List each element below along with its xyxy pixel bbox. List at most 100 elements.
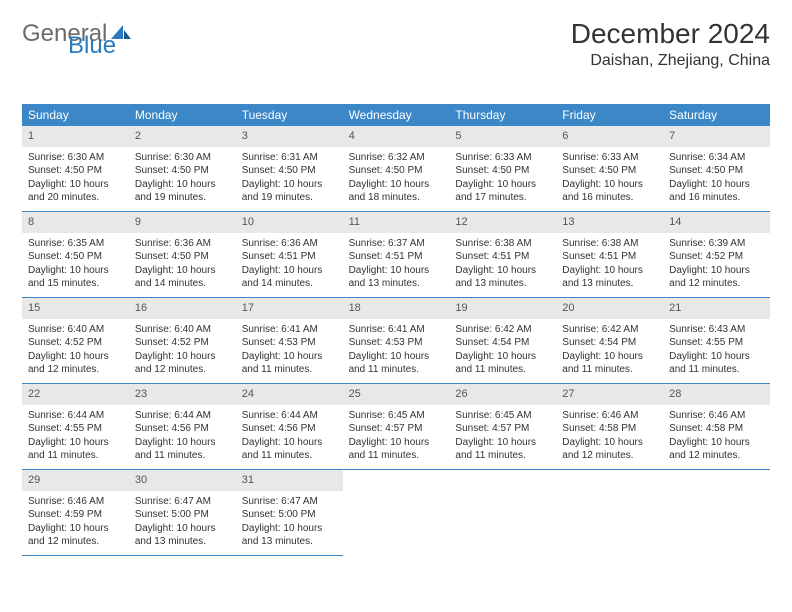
weekday-saturday: Saturday bbox=[663, 104, 770, 126]
sunset-text: Sunset: 4:55 PM bbox=[28, 422, 123, 436]
day-body: Sunrise: 6:34 AMSunset: 4:50 PMDaylight:… bbox=[663, 147, 770, 211]
day-cell: 3Sunrise: 6:31 AMSunset: 4:50 PMDaylight… bbox=[236, 126, 343, 212]
day-number: 16 bbox=[129, 298, 236, 319]
day-cell: 5Sunrise: 6:33 AMSunset: 4:50 PMDaylight… bbox=[449, 126, 556, 212]
day-number: 1 bbox=[22, 126, 129, 147]
daylight-text: Daylight: 10 hours and 13 minutes. bbox=[242, 522, 337, 549]
sunrise-text: Sunrise: 6:40 AM bbox=[28, 323, 123, 337]
daylight-text: Daylight: 10 hours and 12 minutes. bbox=[669, 264, 764, 291]
day-cell: 10Sunrise: 6:36 AMSunset: 4:51 PMDayligh… bbox=[236, 212, 343, 298]
day-cell: 22Sunrise: 6:44 AMSunset: 4:55 PMDayligh… bbox=[22, 384, 129, 470]
day-number: 8 bbox=[22, 212, 129, 233]
week-row: 22Sunrise: 6:44 AMSunset: 4:55 PMDayligh… bbox=[22, 384, 770, 470]
day-cell: 8Sunrise: 6:35 AMSunset: 4:50 PMDaylight… bbox=[22, 212, 129, 298]
daylight-text: Daylight: 10 hours and 16 minutes. bbox=[562, 178, 657, 205]
sunset-text: Sunset: 4:50 PM bbox=[455, 164, 550, 178]
sunrise-text: Sunrise: 6:35 AM bbox=[28, 237, 123, 251]
weekday-header-row: Sunday Monday Tuesday Wednesday Thursday… bbox=[22, 104, 770, 126]
day-body: Sunrise: 6:41 AMSunset: 4:53 PMDaylight:… bbox=[343, 319, 450, 383]
daylight-text: Daylight: 10 hours and 11 minutes. bbox=[28, 436, 123, 463]
logo: General Blue bbox=[22, 18, 131, 48]
title-block: December 2024 Daishan, Zhejiang, China bbox=[571, 18, 770, 70]
sunrise-text: Sunrise: 6:40 AM bbox=[135, 323, 230, 337]
day-cell: 6Sunrise: 6:33 AMSunset: 4:50 PMDaylight… bbox=[556, 126, 663, 212]
day-cell: 7Sunrise: 6:34 AMSunset: 4:50 PMDaylight… bbox=[663, 126, 770, 212]
sunset-text: Sunset: 4:50 PM bbox=[349, 164, 444, 178]
sunset-text: Sunset: 4:54 PM bbox=[455, 336, 550, 350]
day-body: Sunrise: 6:44 AMSunset: 4:56 PMDaylight:… bbox=[236, 405, 343, 469]
calendar-grid: Sunday Monday Tuesday Wednesday Thursday… bbox=[22, 104, 770, 556]
day-body: Sunrise: 6:41 AMSunset: 4:53 PMDaylight:… bbox=[236, 319, 343, 383]
day-number: 9 bbox=[129, 212, 236, 233]
sunrise-text: Sunrise: 6:46 AM bbox=[669, 409, 764, 423]
sunrise-text: Sunrise: 6:45 AM bbox=[455, 409, 550, 423]
day-number: 22 bbox=[22, 384, 129, 405]
daylight-text: Daylight: 10 hours and 12 minutes. bbox=[28, 350, 123, 377]
sunset-text: Sunset: 4:50 PM bbox=[135, 250, 230, 264]
weekday-thursday: Thursday bbox=[449, 104, 556, 126]
daylight-text: Daylight: 10 hours and 11 minutes. bbox=[349, 436, 444, 463]
day-body: Sunrise: 6:38 AMSunset: 4:51 PMDaylight:… bbox=[556, 233, 663, 297]
sunset-text: Sunset: 4:57 PM bbox=[349, 422, 444, 436]
daylight-text: Daylight: 10 hours and 19 minutes. bbox=[242, 178, 337, 205]
day-body: Sunrise: 6:33 AMSunset: 4:50 PMDaylight:… bbox=[449, 147, 556, 211]
day-number: 6 bbox=[556, 126, 663, 147]
day-body: Sunrise: 6:45 AMSunset: 4:57 PMDaylight:… bbox=[449, 405, 556, 469]
daylight-text: Daylight: 10 hours and 11 minutes. bbox=[669, 350, 764, 377]
day-cell: 18Sunrise: 6:41 AMSunset: 4:53 PMDayligh… bbox=[343, 298, 450, 384]
week-row: 8Sunrise: 6:35 AMSunset: 4:50 PMDaylight… bbox=[22, 212, 770, 298]
day-number: 17 bbox=[236, 298, 343, 319]
sunrise-text: Sunrise: 6:38 AM bbox=[455, 237, 550, 251]
daylight-text: Daylight: 10 hours and 11 minutes. bbox=[135, 436, 230, 463]
day-number: 11 bbox=[343, 212, 450, 233]
sunset-text: Sunset: 4:54 PM bbox=[562, 336, 657, 350]
day-number: 13 bbox=[556, 212, 663, 233]
daylight-text: Daylight: 10 hours and 12 minutes. bbox=[669, 436, 764, 463]
day-number: 10 bbox=[236, 212, 343, 233]
day-number: 3 bbox=[236, 126, 343, 147]
day-cell: 16Sunrise: 6:40 AMSunset: 4:52 PMDayligh… bbox=[129, 298, 236, 384]
day-cell: 20Sunrise: 6:42 AMSunset: 4:54 PMDayligh… bbox=[556, 298, 663, 384]
sunrise-text: Sunrise: 6:39 AM bbox=[669, 237, 764, 251]
day-number: 21 bbox=[663, 298, 770, 319]
day-body: Sunrise: 6:38 AMSunset: 4:51 PMDaylight:… bbox=[449, 233, 556, 297]
day-cell bbox=[663, 470, 770, 556]
sunrise-text: Sunrise: 6:46 AM bbox=[28, 495, 123, 509]
daylight-text: Daylight: 10 hours and 19 minutes. bbox=[135, 178, 230, 205]
sunrise-text: Sunrise: 6:36 AM bbox=[242, 237, 337, 251]
day-cell bbox=[343, 470, 450, 556]
daylight-text: Daylight: 10 hours and 16 minutes. bbox=[669, 178, 764, 205]
day-body: Sunrise: 6:36 AMSunset: 4:51 PMDaylight:… bbox=[236, 233, 343, 297]
weekday-monday: Monday bbox=[129, 104, 236, 126]
sunset-text: Sunset: 4:58 PM bbox=[562, 422, 657, 436]
day-cell: 30Sunrise: 6:47 AMSunset: 5:00 PMDayligh… bbox=[129, 470, 236, 556]
day-number: 7 bbox=[663, 126, 770, 147]
day-number: 29 bbox=[22, 470, 129, 491]
day-body: Sunrise: 6:46 AMSunset: 4:58 PMDaylight:… bbox=[556, 405, 663, 469]
daylight-text: Daylight: 10 hours and 17 minutes. bbox=[455, 178, 550, 205]
day-cell: 28Sunrise: 6:46 AMSunset: 4:58 PMDayligh… bbox=[663, 384, 770, 470]
sunrise-text: Sunrise: 6:30 AM bbox=[135, 151, 230, 165]
sunrise-text: Sunrise: 6:41 AM bbox=[349, 323, 444, 337]
day-cell: 31Sunrise: 6:47 AMSunset: 5:00 PMDayligh… bbox=[236, 470, 343, 556]
daylight-text: Daylight: 10 hours and 11 minutes. bbox=[455, 350, 550, 377]
day-cell: 1Sunrise: 6:30 AMSunset: 4:50 PMDaylight… bbox=[22, 126, 129, 212]
sunset-text: Sunset: 4:50 PM bbox=[562, 164, 657, 178]
daylight-text: Daylight: 10 hours and 11 minutes. bbox=[242, 436, 337, 463]
day-number: 30 bbox=[129, 470, 236, 491]
sunrise-text: Sunrise: 6:30 AM bbox=[28, 151, 123, 165]
day-cell: 15Sunrise: 6:40 AMSunset: 4:52 PMDayligh… bbox=[22, 298, 129, 384]
day-cell bbox=[449, 470, 556, 556]
daylight-text: Daylight: 10 hours and 11 minutes. bbox=[455, 436, 550, 463]
daylight-text: Daylight: 10 hours and 14 minutes. bbox=[135, 264, 230, 291]
sunset-text: Sunset: 4:55 PM bbox=[669, 336, 764, 350]
day-body: Sunrise: 6:47 AMSunset: 5:00 PMDaylight:… bbox=[129, 491, 236, 555]
day-number: 25 bbox=[343, 384, 450, 405]
day-body: Sunrise: 6:44 AMSunset: 4:56 PMDaylight:… bbox=[129, 405, 236, 469]
day-cell: 4Sunrise: 6:32 AMSunset: 4:50 PMDaylight… bbox=[343, 126, 450, 212]
day-cell: 2Sunrise: 6:30 AMSunset: 4:50 PMDaylight… bbox=[129, 126, 236, 212]
sunrise-text: Sunrise: 6:41 AM bbox=[242, 323, 337, 337]
weekday-wednesday: Wednesday bbox=[343, 104, 450, 126]
day-cell: 12Sunrise: 6:38 AMSunset: 4:51 PMDayligh… bbox=[449, 212, 556, 298]
month-title: December 2024 bbox=[571, 18, 770, 50]
